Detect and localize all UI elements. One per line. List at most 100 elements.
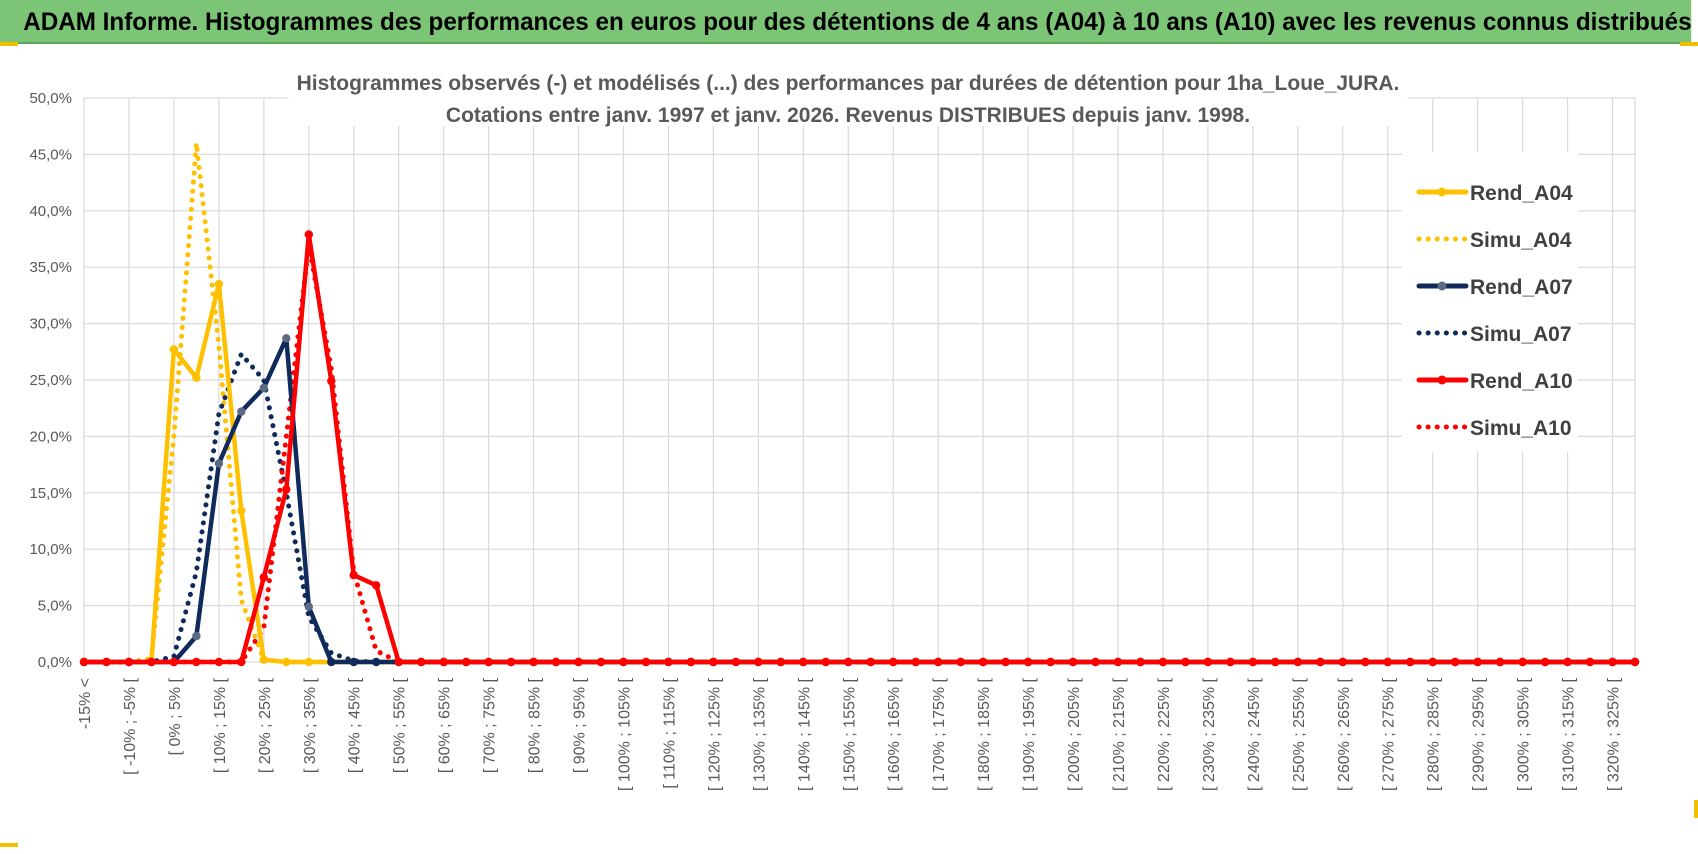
data-point (1136, 657, 1145, 667)
y-tick-label: 10,0% (29, 541, 72, 558)
data-point (978, 657, 988, 667)
data-point (776, 657, 785, 667)
data-point (686, 657, 696, 667)
data-point (372, 657, 381, 667)
data-point (169, 345, 179, 354)
data-point (192, 373, 201, 382)
data-point (1181, 657, 1190, 667)
x-tick-label: [ 150% ; 155% [ (841, 677, 858, 791)
data-point (1428, 657, 1437, 667)
data-point (821, 657, 830, 667)
x-tick-label: [ 280% ; 285% [ (1426, 677, 1443, 791)
data-point (372, 581, 381, 590)
y-tick-label: 15,0% (29, 485, 72, 502)
x-tick-label: [ 190% ; 195% [ (1021, 677, 1038, 791)
data-point (327, 657, 336, 667)
data-point (304, 230, 313, 239)
data-point (1271, 657, 1280, 667)
chart-area: 0,0% 5,0% 10,0% 15,0% 20,0% 25,0% 30,0% 35,0% 40… (0, 44, 1698, 854)
chart-title: Histogrammes observés (-) et modélisés (… (288, 64, 1408, 127)
data-point (439, 657, 448, 667)
x-tick-label: [ 310% ; 315% [ (1561, 677, 1578, 791)
data-point (1563, 657, 1572, 667)
x-tick-label: [ 300% ; 305% [ (1516, 677, 1533, 791)
data-point (282, 657, 291, 667)
data-point (282, 334, 291, 343)
data-point (102, 657, 111, 667)
data-point (237, 506, 246, 515)
data-point (1068, 657, 1078, 667)
data-point (79, 657, 89, 667)
y-tick-label: 20,0% (29, 428, 72, 445)
y-tick-label: 5,0% (38, 598, 72, 615)
data-point (1406, 657, 1415, 667)
data-point (304, 602, 313, 611)
corner-mark (0, 843, 18, 847)
data-point (664, 657, 673, 667)
legend-label: Rend_A07 (1470, 276, 1573, 299)
x-tick-label: [ 70% ; 75% [ (482, 677, 499, 773)
y-tick-label: 25,0% (29, 372, 72, 389)
legend-label: Simu_A07 (1470, 323, 1572, 346)
x-tick-label: [ 100% ; 105% [ (616, 677, 633, 791)
data-point (911, 657, 920, 667)
data-point (709, 657, 718, 667)
y-tick-label: 50,0% (29, 90, 72, 107)
x-tick-label: [ 0% ; 5% [ (167, 677, 184, 755)
data-point (237, 407, 246, 416)
x-tick-label: [ 30% ; 35% [ (302, 677, 319, 773)
data-point (1248, 657, 1258, 667)
legend-label: Simu_A04 (1470, 229, 1572, 252)
data-point (484, 657, 493, 667)
data-point (1630, 657, 1640, 667)
data-point (192, 657, 201, 667)
x-tick-label: [ 170% ; 175% [ (931, 677, 948, 791)
data-point (1091, 657, 1100, 667)
y-tick-label: 40,0% (29, 203, 72, 220)
x-tick-label: [ 180% ; 185% [ (976, 677, 993, 791)
data-point (1046, 657, 1055, 667)
x-tick-label: [ 110% ; 115% [ (661, 677, 678, 788)
data-point (349, 570, 358, 580)
x-tick-label: [ -10% ; -5% [ (122, 677, 139, 774)
data-point (259, 655, 268, 664)
data-point (1293, 657, 1303, 667)
data-point (1316, 657, 1325, 667)
data-point (1023, 657, 1033, 667)
legend-marker (1437, 281, 1447, 291)
data-point (866, 657, 875, 667)
x-tick-label: [ 40% ; 45% [ (347, 677, 364, 773)
x-tick-label: [ 20% ; 25% [ (257, 677, 274, 773)
data-point (1540, 657, 1550, 667)
legend-marker (1437, 375, 1447, 385)
data-point (934, 657, 943, 667)
data-point (1158, 657, 1168, 667)
data-point (214, 657, 224, 667)
x-tick-label: [ 210% ; 215% [ (1111, 677, 1128, 791)
data-point (1451, 657, 1460, 667)
data-point (259, 383, 268, 393)
data-point (214, 279, 224, 289)
data-point (192, 631, 201, 641)
data-point (461, 657, 471, 667)
data-point (889, 657, 898, 667)
y-tick-label: 30,0% (29, 316, 72, 333)
data-point (574, 657, 583, 667)
data-point (754, 657, 763, 667)
data-point (596, 657, 606, 667)
x-tick-label: [ 260% ; 265% [ (1336, 677, 1353, 791)
data-point (147, 657, 156, 667)
legend-label: Simu_A10 (1470, 417, 1572, 440)
chart-svg: 0,0% 5,0% 10,0% 15,0% 20,0% 25,0% 30,0% 35,0% 40… (29, 64, 1640, 791)
x-tick-label: [ 270% ; 275% [ (1381, 677, 1398, 791)
x-tick-label: -15% < (77, 678, 94, 729)
data-point (1226, 657, 1235, 667)
series-group (79, 140, 1640, 667)
x-tick-label: [ 200% ; 205% [ (1066, 677, 1083, 791)
data-point (506, 657, 516, 667)
y-tick-label: 45,0% (29, 146, 72, 163)
data-point (1361, 657, 1370, 667)
data-point (551, 657, 561, 667)
data-point (799, 657, 808, 667)
